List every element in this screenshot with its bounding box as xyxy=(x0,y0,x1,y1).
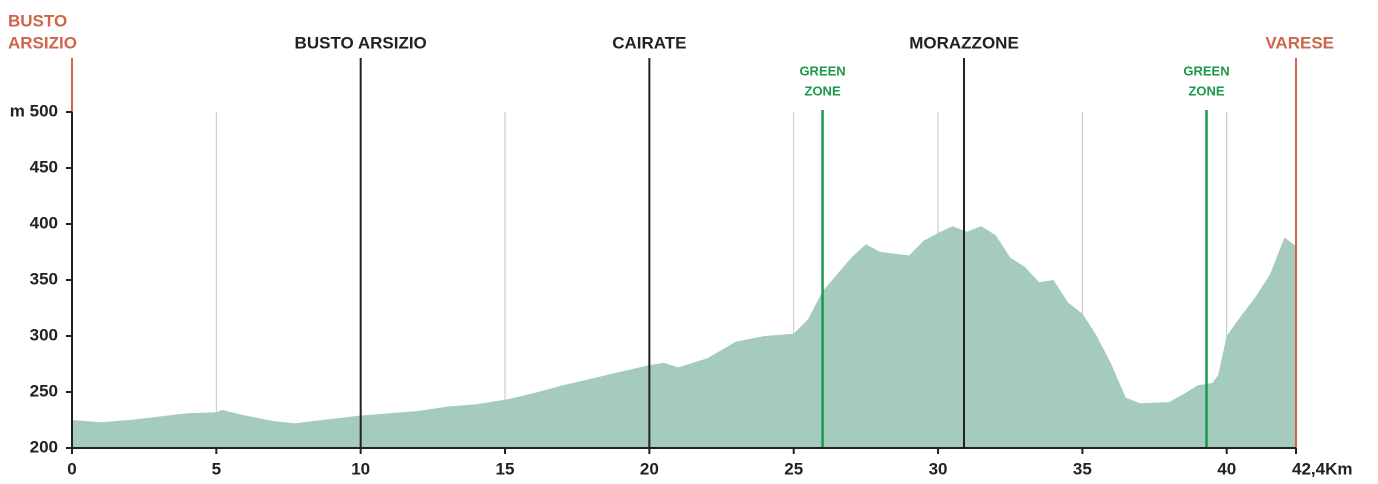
x-tick-label: 40 xyxy=(1217,459,1236,478)
y-tick-label: 200 xyxy=(30,437,58,456)
marker-label: ZONE xyxy=(805,83,841,98)
marker-label: CAIRATE xyxy=(612,33,686,52)
x-tick-label: 42,4Km xyxy=(1292,459,1352,478)
x-tick-label: 10 xyxy=(351,459,370,478)
y-tick-label: 300 xyxy=(30,325,58,344)
marker-label: MORAZZONE xyxy=(909,33,1019,52)
x-tick-label: 0 xyxy=(67,459,76,478)
marker-label: GREEN xyxy=(799,63,845,78)
x-tick-label: 25 xyxy=(784,459,803,478)
marker-label: VARESE xyxy=(1265,33,1334,52)
elevation-area xyxy=(72,226,1296,448)
x-tick-label: 15 xyxy=(496,459,515,478)
marker-label: ZONE xyxy=(1188,83,1224,98)
marker-label: BUSTO ARSIZIO xyxy=(295,33,427,52)
y-tick-label: 250 xyxy=(30,381,58,400)
x-tick-label: 5 xyxy=(212,459,221,478)
marker-label: BUSTO xyxy=(8,11,67,30)
y-tick-label: 450 xyxy=(30,157,58,176)
marker-label: ARSIZIO xyxy=(8,33,77,52)
y-tick-label: 350 xyxy=(30,269,58,288)
y-tick-label: 400 xyxy=(30,213,58,232)
y-tick-label: m 500 xyxy=(10,101,58,120)
x-tick-label: 35 xyxy=(1073,459,1092,478)
marker-label: GREEN xyxy=(1183,63,1229,78)
x-tick-label: 20 xyxy=(640,459,659,478)
x-tick-label: 30 xyxy=(929,459,948,478)
